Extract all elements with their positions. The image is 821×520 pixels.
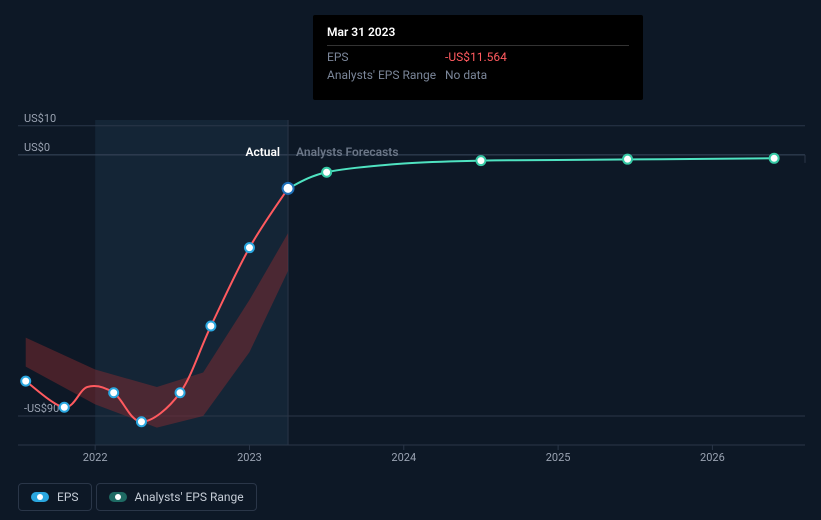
svg-text:-US$90: -US$90 — [24, 402, 59, 415]
chart-legend: EPS Analysts' EPS Range — [18, 483, 257, 511]
eps-chart[interactable]: US$10 US$0 -US$90 2022 2023 2024 2025 2026 Actua… — [0, 0, 821, 520]
legend-label: Analysts' EPS Range — [135, 490, 244, 504]
tooltip-key: EPS — [327, 50, 445, 64]
legend-label: EPS — [57, 490, 79, 504]
svg-text:Actual: Actual — [245, 145, 280, 159]
legend-swatch — [109, 492, 127, 502]
tooltip-date: Mar 31 2023 — [327, 25, 629, 46]
svg-text:2026: 2026 — [700, 451, 725, 464]
svg-text:Analysts Forecasts: Analysts Forecasts — [296, 145, 398, 159]
svg-text:US$0: US$0 — [24, 141, 50, 154]
legend-item[interactable]: EPS — [18, 483, 92, 511]
legend-item[interactable]: Analysts' EPS Range — [96, 483, 257, 511]
tooltip-value: No data — [445, 68, 487, 82]
svg-text:2023: 2023 — [237, 451, 262, 464]
tooltip-value: -US$11.564 — [445, 50, 507, 64]
legend-swatch — [31, 492, 49, 502]
tooltip-key: Analysts' EPS Range — [327, 68, 445, 82]
chart-tooltip: Mar 31 2023 EPS-US$11.564Analysts' EPS R… — [313, 15, 643, 100]
svg-text:2025: 2025 — [546, 451, 571, 464]
tooltip-row: Analysts' EPS RangeNo data — [327, 68, 629, 82]
svg-text:2022: 2022 — [83, 451, 108, 464]
tooltip-row: EPS-US$11.564 — [327, 50, 629, 64]
svg-text:US$10: US$10 — [24, 112, 56, 125]
svg-text:2024: 2024 — [391, 451, 416, 464]
